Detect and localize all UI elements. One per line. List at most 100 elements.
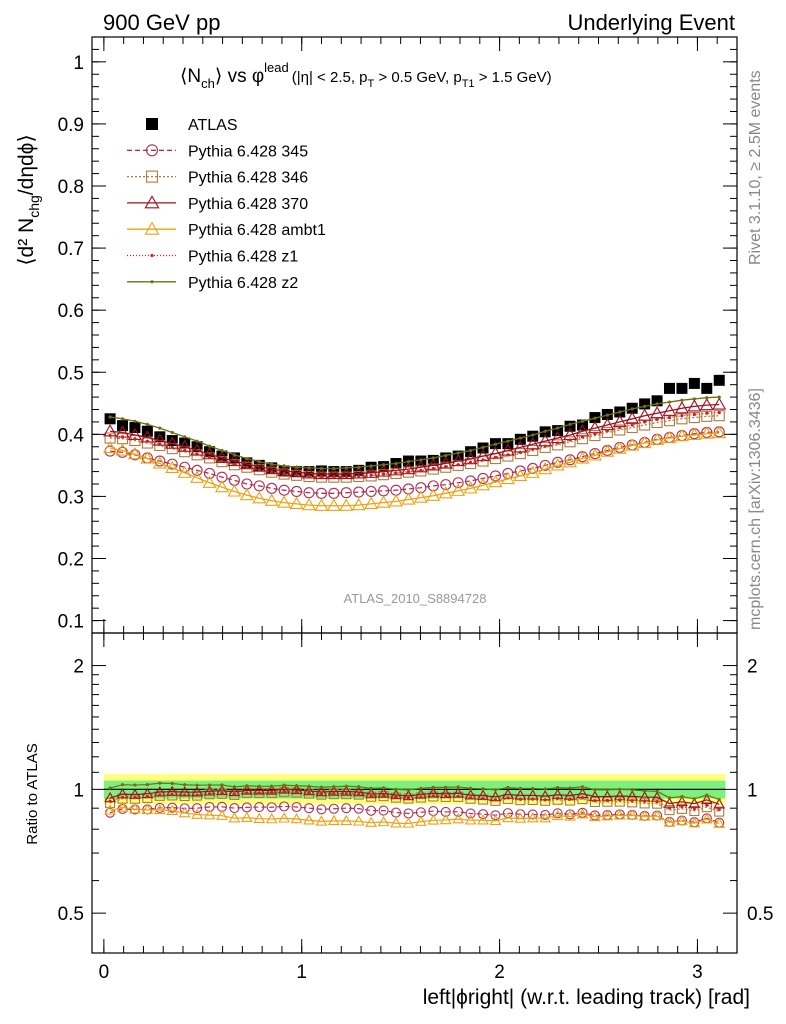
point-ambt1 [177, 465, 192, 478]
point-p370 [625, 411, 640, 424]
point-z1 [120, 435, 125, 439]
rivet-version-label: Rivet 3.1.10, ≥ 2.5M events [747, 70, 764, 265]
point-ambt1 [500, 471, 515, 485]
point-ambt1 [625, 438, 640, 451]
ratio-point-ambt1 [414, 815, 427, 826]
point-z1 [630, 423, 634, 427]
ratio-point-z1 [394, 795, 398, 799]
point-z1 [493, 455, 498, 459]
ratio-point-ambt1 [676, 814, 688, 826]
title-part-n: ⟨N [180, 66, 201, 87]
legend-marker-p346 [145, 170, 159, 183]
ratio-point-ambt1 [626, 809, 639, 820]
title-cuts-sub-t: T [368, 78, 375, 90]
ratio-series-z2 [108, 781, 721, 802]
ratio-point-z2 [667, 796, 672, 800]
ratio-point-ambt1 [651, 809, 663, 821]
point-z1 [133, 437, 137, 441]
legend-marker-z2 [150, 280, 154, 284]
x-tick-label: 1 [296, 962, 307, 983]
ratio-point-p345 [192, 803, 203, 814]
point-p345 [452, 477, 464, 489]
ratio-point-ambt1 [303, 814, 315, 825]
point-z2 [207, 444, 212, 448]
point-ambt1 [476, 478, 491, 491]
ratio-point-z2 [120, 783, 125, 787]
ratio-point-p345 [477, 809, 489, 820]
ratio-point-ambt1 [539, 812, 552, 823]
point-z2 [506, 439, 510, 443]
point-z1 [344, 474, 348, 479]
title-cuts3: > 1.5 GeV) [475, 69, 552, 86]
ratio-point-z1 [282, 789, 286, 794]
ratio-point-ambt1 [489, 814, 502, 825]
point-z1 [593, 432, 597, 436]
point-p370 [650, 406, 665, 419]
point-z2 [630, 407, 634, 411]
y-tick-label: 0.3 [58, 487, 84, 508]
ratio-point-z1 [270, 790, 274, 795]
ratio-point-z2 [108, 786, 112, 790]
legend-marker-p345 [145, 144, 159, 157]
point-z1 [667, 415, 672, 420]
legend-label-p346: Pythia 6.428 346 [188, 170, 308, 187]
ratio-point-z2 [493, 788, 498, 792]
series-z1 [108, 411, 721, 479]
ratio-point-p345 [291, 801, 302, 813]
main-series [103, 374, 727, 511]
ratio-point-p346 [652, 798, 663, 809]
ratio-point-ambt1 [688, 817, 701, 828]
point-z2 [294, 465, 299, 469]
ratio-point-z1 [245, 791, 249, 795]
ratio-point-p345 [167, 802, 178, 813]
ratio-point-ambt1 [178, 807, 191, 818]
ratio-point-z2 [481, 787, 485, 791]
legend-label-atlas: ATLAS [188, 117, 238, 134]
point-ambt1 [202, 475, 217, 488]
point-p345 [166, 458, 178, 470]
title-cuts2: > 0.5 GeV, p [374, 69, 461, 86]
series-line-z2 [109, 396, 720, 470]
ratio-point-p345 [565, 809, 576, 820]
point-p345 [477, 472, 489, 484]
point-atlas [340, 466, 352, 478]
point-atlas [701, 382, 713, 394]
point-p345 [440, 479, 452, 491]
ratio-point-z1 [406, 796, 411, 800]
point-p346 [576, 433, 589, 445]
title-cuts-sub-t1: T1 [462, 78, 475, 90]
ratio-point-p370 [402, 789, 415, 801]
point-ambt1 [538, 461, 553, 475]
point-p345 [315, 487, 327, 499]
ratio-point-z1 [170, 792, 174, 797]
point-p370 [339, 466, 354, 480]
ratio-point-ambt1 [340, 814, 353, 826]
ratio-point-z1 [145, 794, 149, 799]
point-atlas [129, 422, 141, 434]
point-z1 [680, 414, 684, 418]
ratio-point-p346 [577, 794, 588, 805]
legend-label-p345: Pythia 6.428 345 [188, 143, 308, 160]
point-z2 [257, 460, 261, 464]
point-ambt1 [463, 481, 478, 494]
point-z2 [270, 462, 274, 466]
ratio-point-z1 [307, 791, 311, 795]
ratio-line-ambt1 [109, 806, 720, 825]
point-z1 [108, 433, 112, 438]
point-z2 [456, 451, 460, 455]
ratio-point-p345 [440, 806, 451, 817]
point-p370 [301, 466, 316, 479]
ratio-point-p345 [316, 804, 327, 815]
ratio-point-ambt1 [365, 816, 378, 827]
ratio-point-ambt1 [240, 811, 253, 822]
ratio-point-z1 [344, 792, 348, 796]
ratio-point-z2 [294, 784, 299, 788]
point-z2 [120, 417, 125, 421]
point-z2 [381, 463, 386, 467]
x-tick-label: 0 [99, 962, 110, 983]
point-ambt1 [612, 441, 627, 454]
x-tick-label: 3 [692, 962, 703, 983]
ratio-point-z1 [108, 799, 112, 803]
ratio-point-z1 [556, 796, 560, 800]
point-ambt1 [587, 448, 602, 461]
